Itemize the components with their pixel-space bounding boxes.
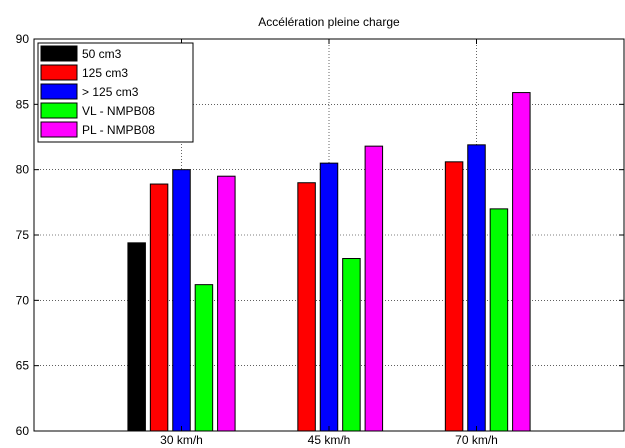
bar [444, 161, 464, 432]
legend-label: > 125 cm3 [82, 85, 139, 99]
legend-swatch [40, 83, 78, 100]
bars [127, 92, 531, 432]
bar [467, 144, 486, 432]
y-tick-label: 60 [16, 424, 30, 438]
legend-label: VL - NMPB08 [82, 104, 155, 118]
legend-swatch [40, 64, 78, 81]
x-tick-label: 45 km/h [308, 433, 351, 447]
bar [172, 169, 191, 432]
bar [217, 175, 236, 432]
y-tick-label: 65 [16, 359, 30, 373]
axis-ticks: 60 65 70 75 80 85 90 30 km/h 45 km/h 70 km/h [16, 32, 624, 447]
bar [342, 258, 361, 432]
y-tick-label: 90 [16, 32, 30, 46]
legend: 50 cm3 125 cm3 > 125 cm3 VL - NMPB08 PL - NM… [37, 42, 194, 143]
legend-label: 50 cm3 [82, 47, 122, 61]
bar [512, 92, 531, 432]
bar [364, 145, 384, 432]
bar [127, 242, 146, 432]
bar [149, 183, 169, 432]
x-tick-label: 70 km/h [455, 433, 498, 447]
bar [319, 162, 339, 432]
legend-swatch [40, 102, 78, 119]
legend-label: PL - NMPB08 [82, 123, 155, 137]
y-tick-label: 85 [16, 97, 30, 111]
bar [194, 284, 214, 432]
x-tick-label: 30 km/h [160, 433, 203, 447]
legend-swatch [40, 121, 78, 138]
legend-swatch [40, 45, 78, 62]
legend-label: 125 cm3 [82, 66, 128, 80]
y-tick-label: 70 [16, 293, 30, 307]
chart-title: Accélération pleine charge [258, 15, 400, 29]
y-tick-label: 75 [16, 228, 30, 242]
bar [489, 208, 509, 432]
y-tick-label: 80 [16, 163, 30, 177]
bar [297, 182, 316, 432]
